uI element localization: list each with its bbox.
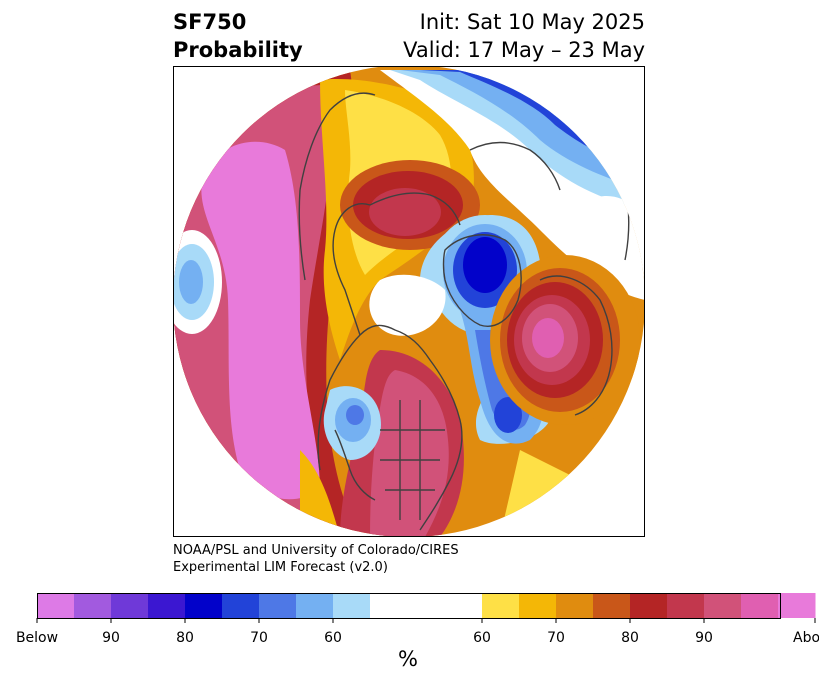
colorbar-swatch-above-0	[482, 593, 520, 618]
valid-range: Valid: 17 May – 23 May	[403, 38, 645, 62]
colorbar-tick-label: 80	[621, 630, 639, 646]
colorbar-tick-label: 60	[324, 630, 342, 646]
credit-text: NOAA/PSL and University of Colorado/CIRE…	[173, 542, 459, 576]
colorbar-tick-label: 90	[102, 630, 120, 646]
colorbar-tick-label: Below	[16, 630, 58, 646]
colorbar-swatch-above-7	[741, 593, 779, 618]
colorbar-tick-label: Above	[793, 630, 819, 646]
credit-line-2: Experimental LIM Forecast (v2.0)	[173, 560, 388, 575]
colorbar-swatch-above-8	[778, 593, 816, 618]
variable-label: SF750	[173, 10, 247, 34]
colorbar-swatches	[37, 593, 816, 618]
colorbar-swatch-below-4	[185, 593, 223, 618]
colorbar-swatch-above-3	[593, 593, 631, 618]
colorbar-swatch-above-4	[630, 593, 668, 618]
colorbar-swatch-below-2	[111, 593, 149, 618]
colorbar-swatch-above-5	[667, 593, 705, 618]
product-label: Probability	[173, 38, 303, 62]
colorbar-swatch-above-6	[704, 593, 742, 618]
credit-line-1: NOAA/PSL and University of Colorado/CIRE…	[173, 543, 459, 558]
colorbar-tick-label: 70	[547, 630, 565, 646]
colorbar-swatch-below-0	[37, 593, 75, 618]
colorbar-swatch-above-1	[519, 593, 557, 618]
colorbar-ticks: Below 90 80 70 60 60 70 80 90 Above	[16, 618, 819, 646]
colorbar-swatch-below-7	[296, 593, 334, 618]
colorbar-tick-label: 60	[473, 630, 491, 646]
colorbar-tick-label: 80	[176, 630, 194, 646]
plot-title-right: Init: Sat 10 May 2025 Valid: 17 May – 23…	[403, 8, 645, 64]
colorbar-swatch-below-3	[148, 593, 186, 618]
colorbar-swatch-below-1	[74, 593, 112, 618]
colorbar-swatch-below-8	[333, 593, 371, 618]
coastlines	[298, 92, 630, 531]
colorbar-tick-label: 70	[250, 630, 268, 646]
init-date: Init: Sat 10 May 2025	[419, 10, 645, 34]
plot-title-left: SF750 Probability	[173, 8, 303, 64]
colorbar-tick-label: 90	[695, 630, 713, 646]
colorbar-swatch-below-5	[222, 593, 260, 618]
colorbar-swatch-below-6	[259, 593, 297, 618]
colorbar-unit-label: %	[398, 647, 418, 671]
colorbar-swatch-above-2	[556, 593, 594, 618]
colorbar-swatch-neutral	[370, 593, 482, 618]
